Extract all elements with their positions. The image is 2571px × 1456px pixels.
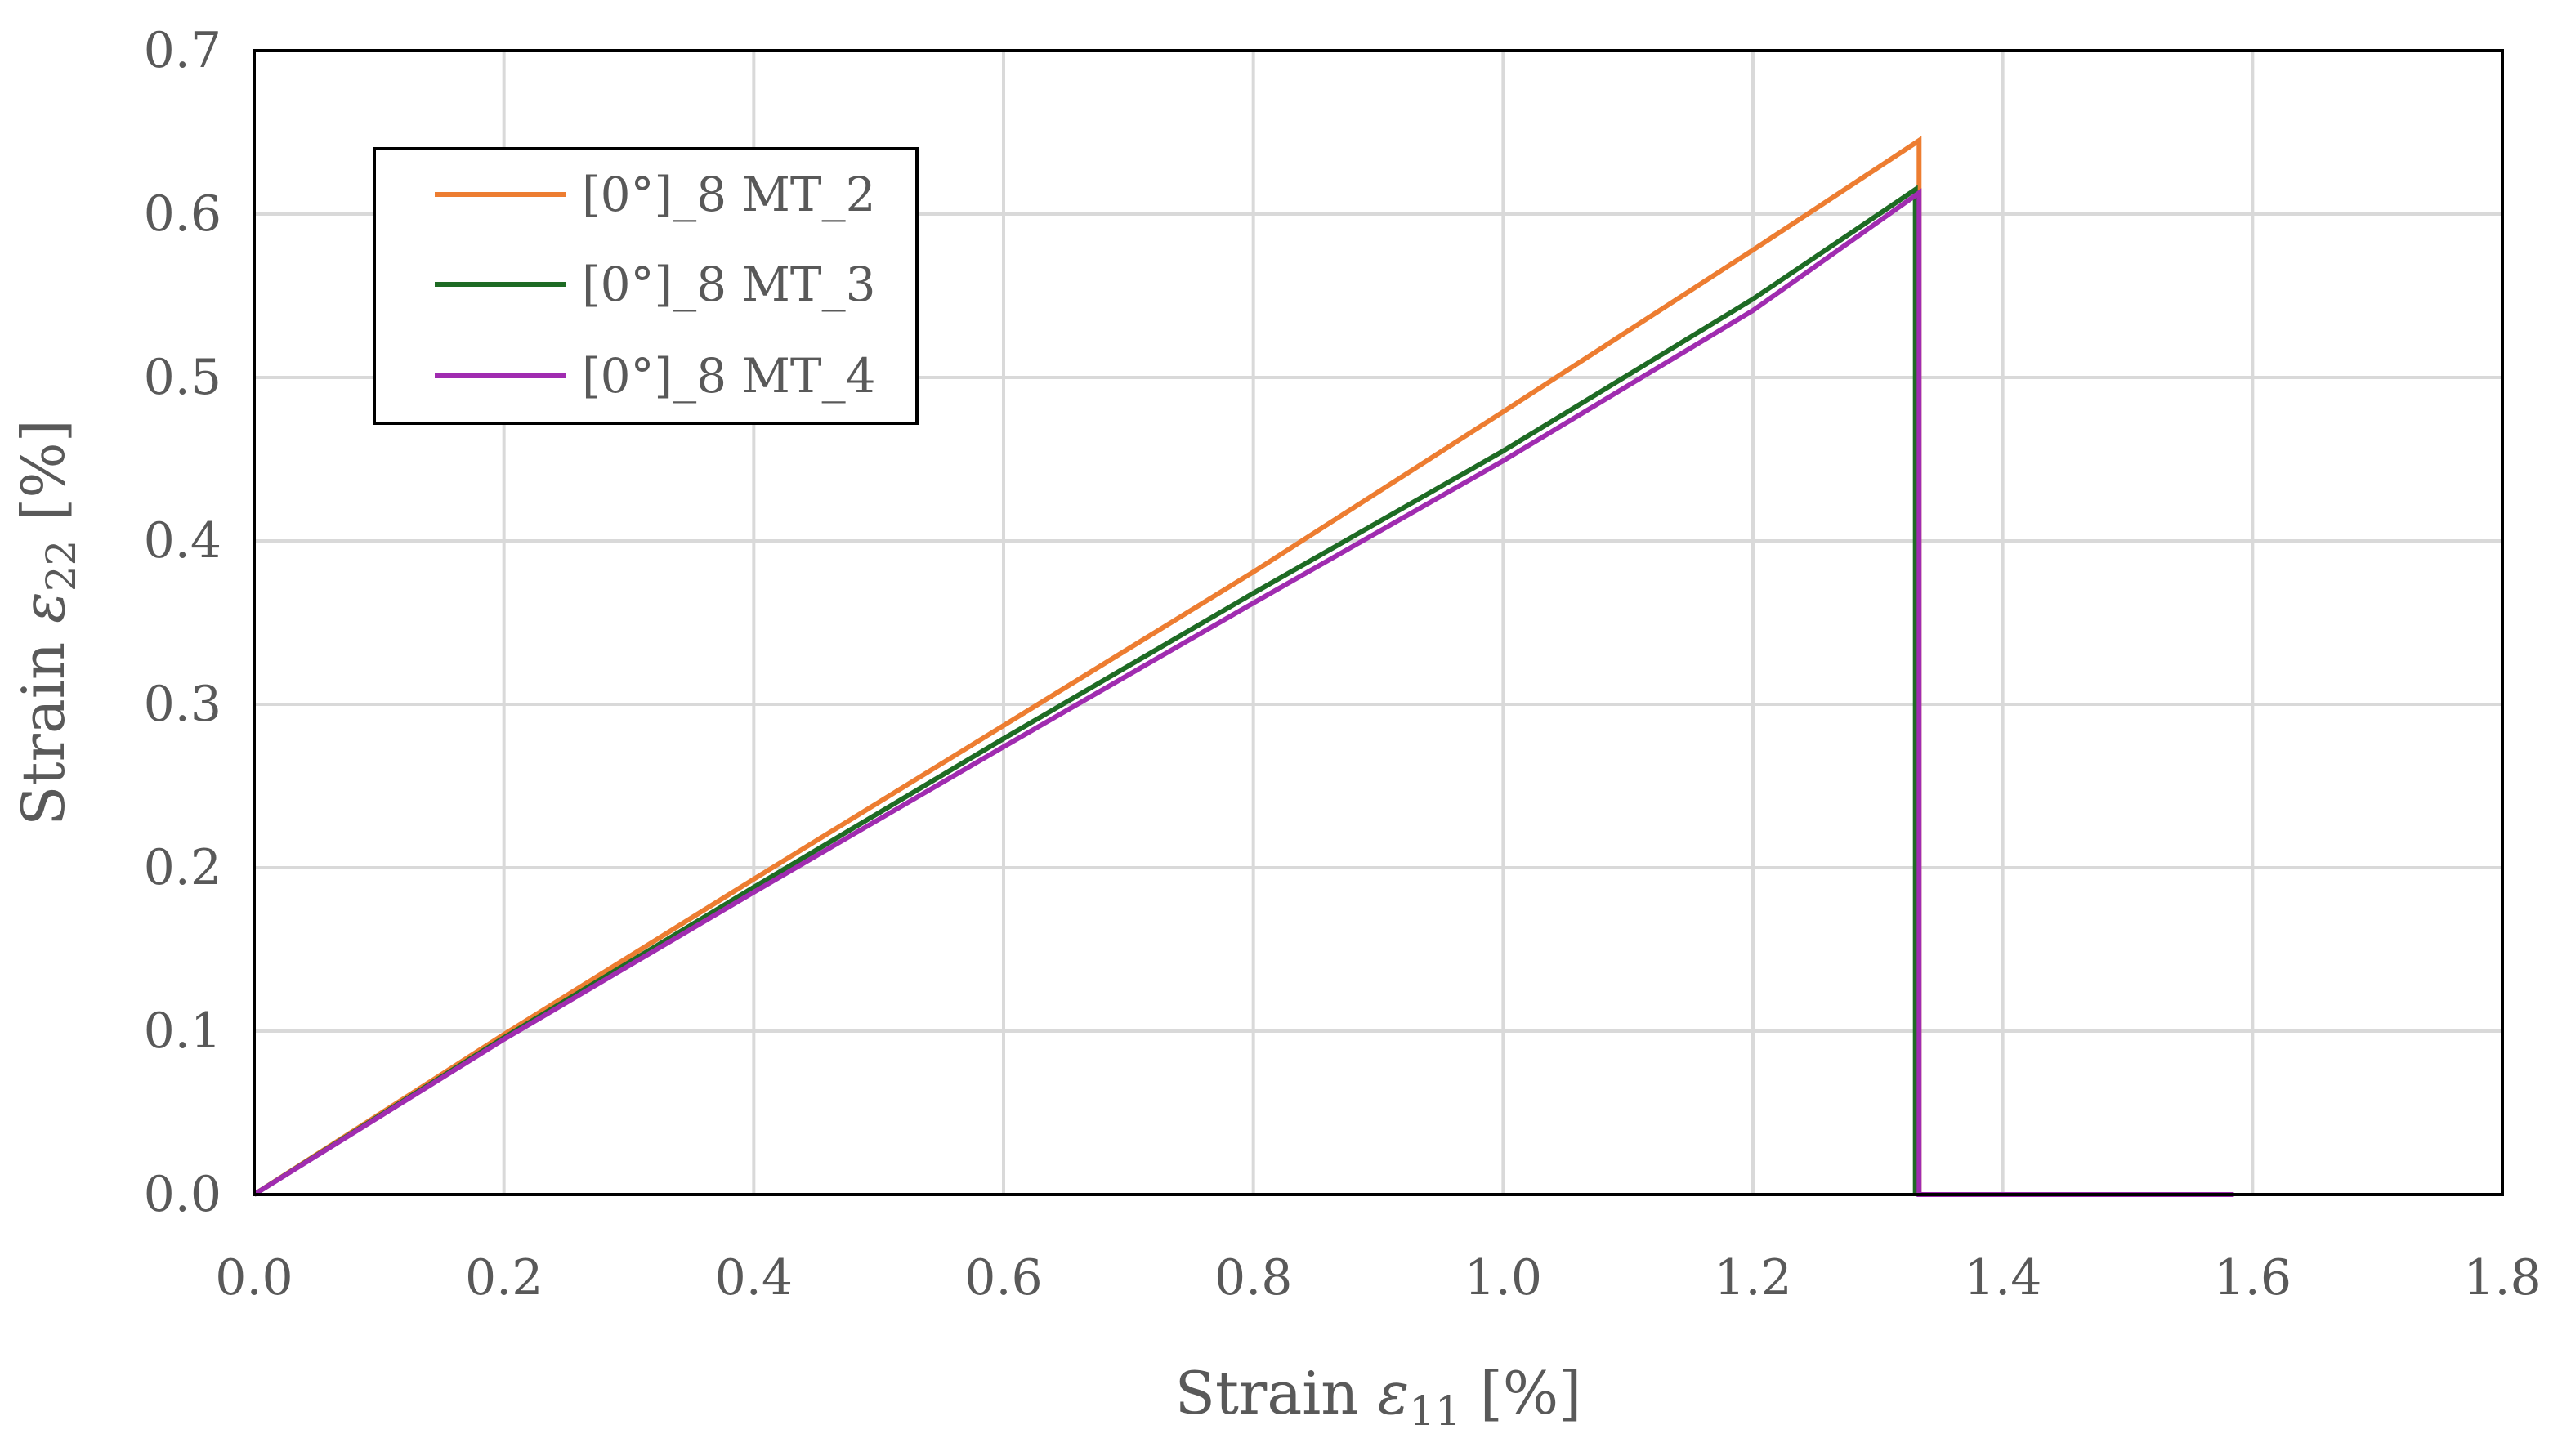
x-axis-title-prefix: Strain [1175, 1359, 1378, 1427]
y-axis-title-prefix: Strain [9, 623, 78, 826]
y-axis-tick-labels: 0.0 0.1 0.2 0.3 0.4 0.5 0.6 0.7 [144, 22, 221, 1223]
x-tick-label: 0.2 [465, 1249, 543, 1306]
legend-entry: [0°]_8 MT_2 [435, 167, 875, 222]
x-axis-title-subscript: 11 [1409, 1387, 1461, 1435]
x-tick-label: 1.2 [1714, 1249, 1791, 1306]
y-tick-label: 0.3 [144, 676, 221, 733]
x-tick-label: 1.6 [2214, 1249, 2292, 1306]
x-tick-label: 1.0 [1464, 1249, 1542, 1306]
x-tick-label: 0.0 [215, 1249, 293, 1306]
x-tick-label: 1.4 [1964, 1249, 2041, 1306]
y-axis-title-suffix: [%] [9, 419, 78, 539]
legend-label: [0°]_8 MT_4 [582, 348, 875, 404]
legend-label: [0°]_8 MT_3 [582, 257, 875, 312]
plot-area-frame [253, 49, 2504, 1196]
y-tick-label: 0.5 [144, 349, 221, 406]
series-line-3 [253, 188, 2234, 1197]
series-line-1 [253, 136, 1922, 1197]
legend: [0°]_8 MT_2 [0°]_8 MT_3 [0°]_8 MT_4 [373, 147, 919, 425]
y-tick-label: 0.4 [144, 512, 221, 569]
legend-entry: [0°]_8 MT_3 [435, 257, 875, 312]
y-tick-label: 0.7 [144, 22, 221, 79]
x-axis-tick-labels: 0.0 0.2 0.4 0.6 0.8 1.0 1.2 1.4 1.6 1.8 [215, 1249, 2541, 1306]
x-axis-title-symbol: ε [1378, 1359, 1410, 1427]
y-tick-label: 0.1 [144, 1003, 221, 1060]
series-layer [253, 136, 2234, 1197]
y-tick-label: 0.2 [144, 839, 221, 896]
x-tick-label: 0.8 [1214, 1249, 1292, 1306]
x-tick-label: 0.4 [715, 1249, 793, 1306]
y-tick-label: 0.0 [144, 1166, 221, 1223]
y-axis-title-subscript: 22 [38, 540, 85, 592]
x-tick-label: 0.6 [964, 1249, 1042, 1306]
y-axis-title-symbol: ε [9, 592, 78, 623]
x-axis-title-suffix: [%] [1461, 1359, 1581, 1427]
legend-label: [0°]_8 MT_2 [582, 167, 875, 222]
legend-entry: [0°]_8 MT_4 [435, 348, 875, 404]
y-axis-title: Strain ε22 [%] [9, 419, 85, 826]
x-tick-label: 1.8 [2463, 1249, 2541, 1306]
y-tick-label: 0.6 [144, 185, 221, 243]
x-axis-title: Strain ε11 [%] [1175, 1359, 1582, 1435]
